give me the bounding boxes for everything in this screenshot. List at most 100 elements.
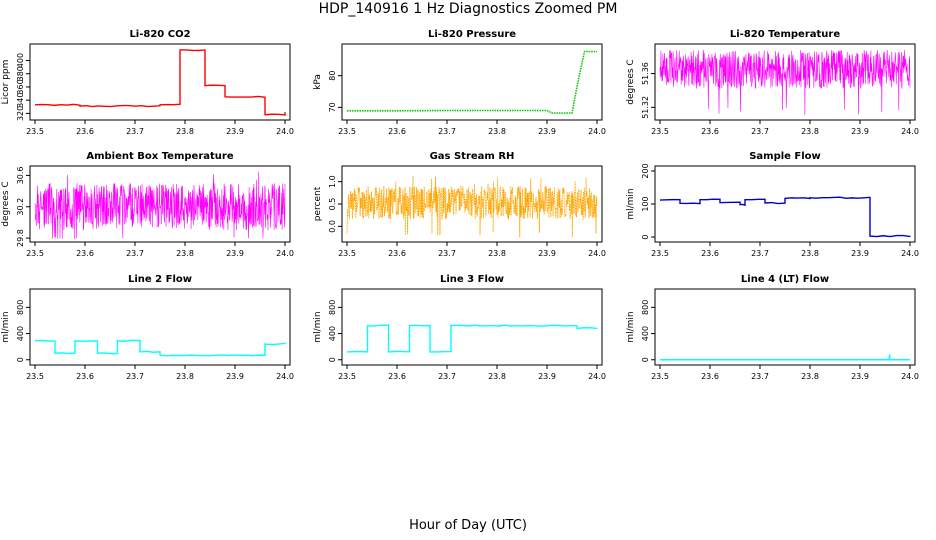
y-axis-label: ml/min <box>626 311 636 342</box>
y-tick-label: 30.2 <box>16 198 25 216</box>
x-tick-label: 23.8 <box>488 372 506 381</box>
x-tick-label: 23.9 <box>851 372 869 381</box>
x-tick-label: 24.0 <box>901 372 919 381</box>
panel-title: Sample Flow <box>749 151 821 162</box>
x-tick-label: 23.8 <box>176 372 194 381</box>
x-tick-label: 23.6 <box>388 372 406 381</box>
panel-1: Li-820 Pressure kPa 23.5 23.6 23.7 23.8 23.9 24… <box>313 29 606 136</box>
x-tick-label: 23.6 <box>388 127 406 136</box>
y-tick-label: 51.36 <box>641 62 650 85</box>
panel-title: Line 2 Flow <box>128 274 192 285</box>
panel-title: Line 3 Flow <box>440 274 504 285</box>
y-axis-label: kPa <box>313 74 323 90</box>
data-layer <box>659 49 911 116</box>
x-tick-label: 23.5 <box>651 127 669 136</box>
plot-frame <box>29 288 291 366</box>
x-tick-label: 23.7 <box>751 127 769 136</box>
y-tick-label: 0.0 <box>328 220 337 233</box>
x-tick-label: 23.9 <box>538 249 556 258</box>
y-tick-label: 400 <box>16 53 25 68</box>
data-layer <box>660 354 910 361</box>
x-tick-label: 23.8 <box>488 249 506 258</box>
x-tick-label: 24.0 <box>276 249 294 258</box>
y-axis-label: ml/min <box>1 311 11 342</box>
x-tick-label: 24.0 <box>901 127 919 136</box>
panel-title: Gas Stream RH <box>430 151 515 162</box>
x-tick-label: 23.9 <box>851 249 869 258</box>
data-layer <box>34 339 286 357</box>
x-tick-label: 23.7 <box>751 249 769 258</box>
x-tick-label: 23.8 <box>801 249 819 258</box>
plot-frame <box>341 288 603 366</box>
series-line <box>659 49 911 116</box>
x-tick-label: 23.9 <box>226 127 244 136</box>
panel-7: Line 3 Flow ml/min 23.5 23.6 23.7 23.8 23.9 24.… <box>313 274 606 381</box>
y-tick-label: 1.0 <box>328 175 337 188</box>
data-layer <box>34 49 286 116</box>
y-tick-label: 380 <box>16 66 25 81</box>
x-tick-label: 23.9 <box>226 372 244 381</box>
plot-frame <box>654 288 916 366</box>
x-tick-label: 23.7 <box>126 372 144 381</box>
y-tick-label: 320 <box>16 106 25 121</box>
y-axis-label: Licor ppm <box>1 60 11 105</box>
data-layer <box>347 50 597 114</box>
y-tick-label: 0 <box>16 357 25 362</box>
y-tick-label: 800 <box>328 300 337 315</box>
x-tick-label: 23.5 <box>26 372 44 381</box>
series-line <box>659 196 911 238</box>
x-tick-label: 23.6 <box>701 372 719 381</box>
y-tick-label: 360 <box>16 79 25 94</box>
x-tick-label: 23.5 <box>26 249 44 258</box>
y-axis-label: degrees C <box>626 59 636 104</box>
y-tick-label: 29.8 <box>16 229 25 247</box>
x-tick-label: 23.8 <box>176 249 194 258</box>
panel-2: Li-820 Temperature degrees C 23.5 23.6 23.7 2… <box>626 29 919 136</box>
x-tick-label: 23.5 <box>651 372 669 381</box>
y-tick-label: 200 <box>641 163 650 178</box>
x-tick-label: 23.5 <box>26 127 44 136</box>
x-tick-label: 23.5 <box>651 249 669 258</box>
panel-title: Li-820 Pressure <box>428 29 516 40</box>
series-line <box>34 49 286 116</box>
plot-frame <box>654 43 916 121</box>
x-tick-label: 23.6 <box>701 249 719 258</box>
y-axis-label: ml/min <box>313 311 323 342</box>
x-tick-label: 23.9 <box>851 127 869 136</box>
y-tick-label: 400 <box>328 326 337 341</box>
x-tick-label: 23.7 <box>126 127 144 136</box>
y-axis-label: percent <box>313 186 323 221</box>
series-line <box>347 50 597 114</box>
x-axis-label: Hour of Day (UTC) <box>409 518 527 533</box>
data-layer <box>34 171 286 240</box>
y-tick-label: 400 <box>641 326 650 341</box>
panel-6: Line 2 Flow ml/min 23.5 23.6 23.7 23.8 23.9 24.… <box>1 274 294 381</box>
x-tick-label: 23.8 <box>176 127 194 136</box>
figure-title: HDP_140916 1 Hz Diagnostics Zoomed PM <box>318 1 618 17</box>
panel-3: Ambient Box Temperature degrees C 23.5 23.6… <box>1 151 294 258</box>
panel-title: Ambient Box Temperature <box>86 151 233 162</box>
x-tick-label: 23.6 <box>76 372 94 381</box>
x-tick-label: 24.0 <box>588 249 606 258</box>
x-tick-label: 24.0 <box>901 249 919 258</box>
data-layer <box>659 196 911 238</box>
panel-5: Sample Flow ml/min 23.5 23.6 23.7 23.8 23.9 24.… <box>626 151 919 258</box>
x-tick-label: 23.7 <box>438 372 456 381</box>
y-tick-label: 30.6 <box>16 166 25 184</box>
y-tick-label: 0 <box>328 357 337 362</box>
plot-frame <box>341 43 603 121</box>
panel-title: Li-820 CO2 <box>129 29 190 40</box>
x-tick-label: 23.7 <box>438 249 456 258</box>
panel-0: Li-820 CO2 Licor ppm 23.5 23.6 23.7 23.8 23.9 2… <box>1 29 294 136</box>
x-tick-label: 23.8 <box>488 127 506 136</box>
x-tick-label: 24.0 <box>276 372 294 381</box>
y-tick-label: 80 <box>328 71 337 81</box>
data-layer <box>346 324 598 353</box>
plot-frame <box>29 43 291 121</box>
x-tick-label: 24.0 <box>588 372 606 381</box>
x-tick-label: 23.8 <box>801 127 819 136</box>
data-layer <box>346 176 598 238</box>
x-tick-label: 23.7 <box>751 372 769 381</box>
panel-title: Li-820 Temperature <box>730 29 840 40</box>
